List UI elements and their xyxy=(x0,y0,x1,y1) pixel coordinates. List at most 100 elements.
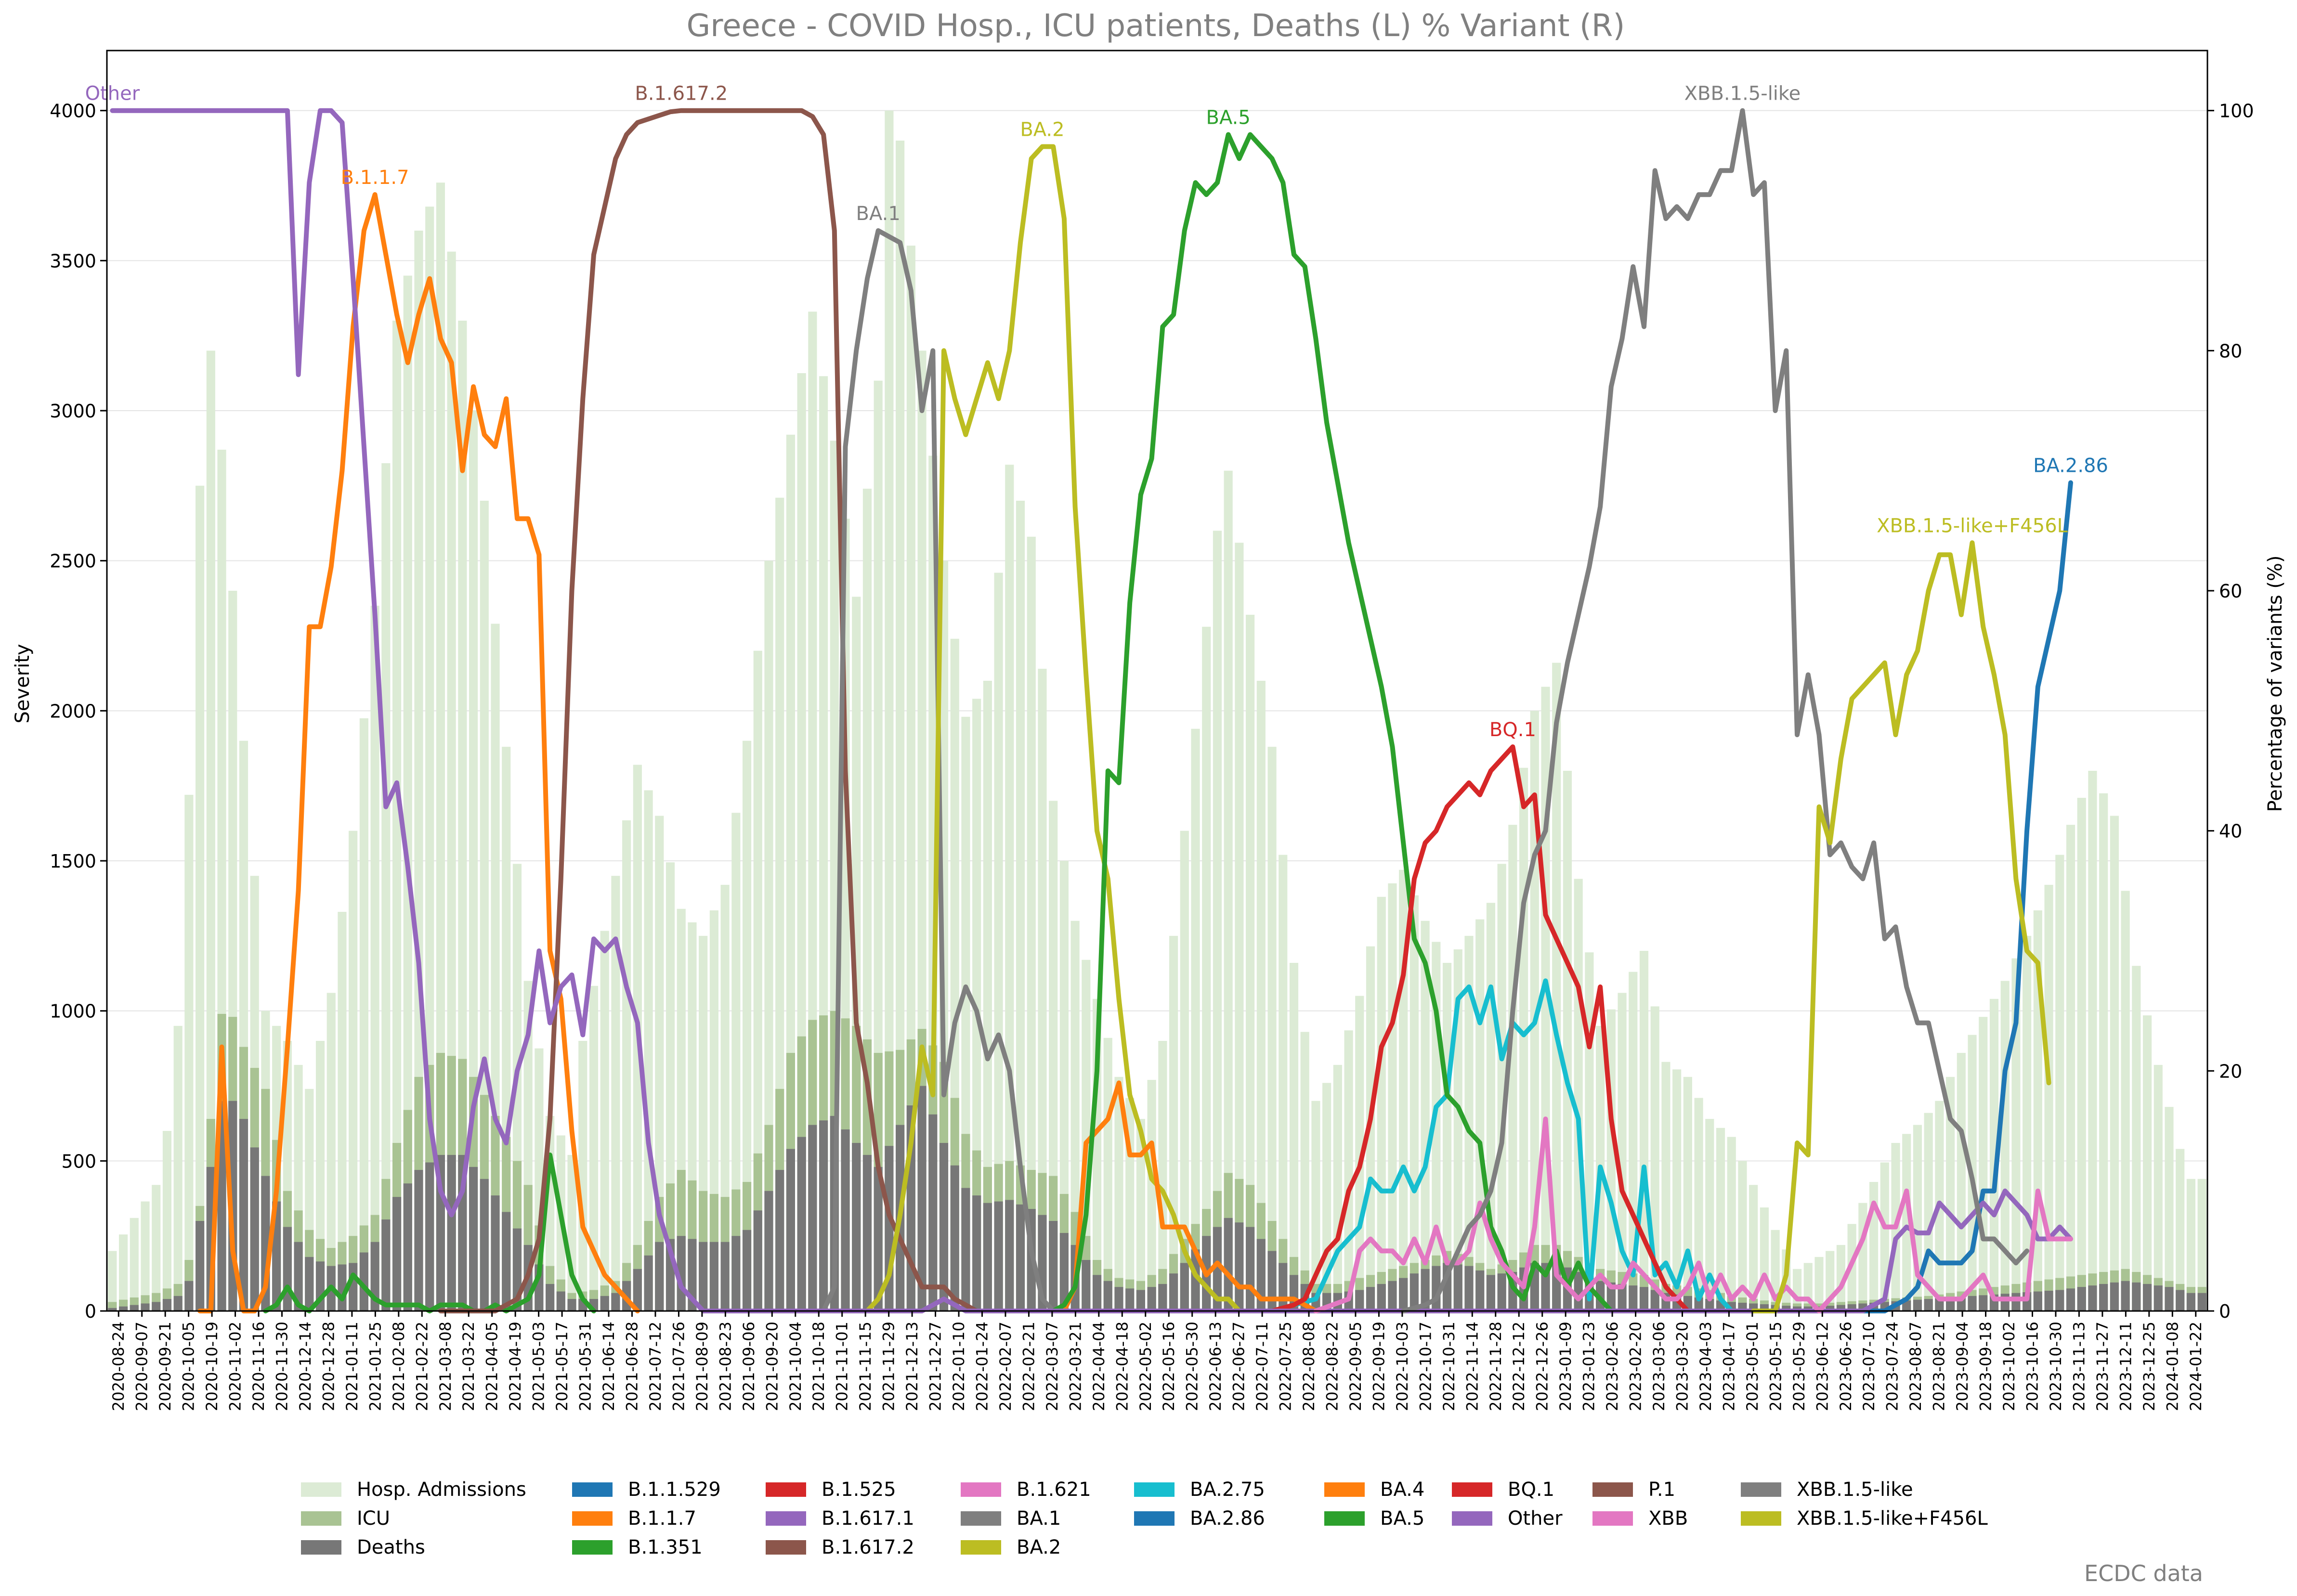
deaths-bar xyxy=(1705,1299,1714,1311)
deaths-bar xyxy=(108,1308,117,1311)
hosp-admissions-bar xyxy=(141,1201,150,1311)
hosp-admissions-bar xyxy=(1333,1064,1342,1311)
x-tick-label: 2023-10-30 xyxy=(2047,1322,2065,1411)
y-left-tick-label: 4000 xyxy=(50,101,96,122)
hosp-admissions-bar xyxy=(1147,1080,1156,1311)
x-tick-label: 2023-11-13 xyxy=(2070,1322,2088,1411)
deaths-bar xyxy=(819,1120,828,1311)
hosp-admissions-bar xyxy=(1453,949,1462,1311)
hosp-admissions-bar xyxy=(622,820,631,1311)
hosp-admissions-bar xyxy=(1760,1207,1769,1311)
hosp-admissions-bar xyxy=(2066,825,2075,1311)
hosp-admissions-bar xyxy=(1377,896,1386,1311)
x-tick-label: 2021-11-15 xyxy=(856,1322,874,1411)
hosp-admissions-bar xyxy=(1563,771,1572,1311)
deaths-bar xyxy=(239,1119,248,1311)
deaths-bar xyxy=(1826,1306,1835,1311)
x-tick-label: 2021-09-20 xyxy=(763,1322,781,1411)
deaths-bar xyxy=(392,1197,402,1311)
deaths-bar xyxy=(2000,1294,2010,1311)
legend-swatch-deaths xyxy=(301,1540,341,1555)
hosp-admissions-bar xyxy=(644,790,653,1311)
hosp-admissions-bar xyxy=(1519,767,1528,1311)
deaths-bar xyxy=(2099,1284,2108,1311)
x-tick-label: 2022-04-18 xyxy=(1113,1322,1131,1411)
legend-label-xbb-1-5-like: XBB.1.5-like xyxy=(1797,1479,1913,1501)
hosp-admissions-bar xyxy=(436,182,445,1311)
legend-swatch-icu xyxy=(301,1511,341,1526)
hosp-admissions-bar xyxy=(1016,501,1025,1311)
x-tick-label: 2023-06-12 xyxy=(1813,1322,1831,1411)
deaths-bar xyxy=(1103,1281,1112,1311)
deaths-bar xyxy=(130,1305,139,1311)
hosp-admissions-bar xyxy=(370,606,379,1311)
peak-label-ba-5: BA.5 xyxy=(1206,107,1251,129)
y-left-tick-label: 3000 xyxy=(50,401,96,422)
x-tick-label: 2021-01-25 xyxy=(366,1322,384,1411)
hosp-admissions-bar xyxy=(2000,981,2010,1311)
deaths-bar xyxy=(1235,1222,1244,1311)
legend-swatch-b-1-617-2 xyxy=(766,1540,806,1555)
deaths-bar xyxy=(1377,1284,1386,1311)
hosp-admissions-bar xyxy=(1158,1041,1167,1311)
deaths-bar xyxy=(469,1167,478,1311)
deaths-bar xyxy=(1924,1299,1933,1311)
x-tick-label: 2023-05-29 xyxy=(1790,1322,1808,1411)
deaths-bar xyxy=(720,1242,730,1311)
deaths-bar xyxy=(403,1183,412,1311)
hosp-admissions-bar xyxy=(1300,1032,1309,1311)
deaths-bar xyxy=(118,1306,128,1311)
x-tick-label: 2020-10-05 xyxy=(180,1322,198,1411)
x-tick-label: 2021-07-26 xyxy=(669,1322,688,1411)
deaths-bar xyxy=(173,1296,183,1311)
deaths-bar xyxy=(786,1149,796,1311)
legend-label-p-1: P.1 xyxy=(1648,1479,1675,1501)
legend-label-b-1-1-529: B.1.1.529 xyxy=(628,1479,721,1501)
hosp-admissions-bar xyxy=(425,207,434,1311)
deaths-bar xyxy=(1355,1290,1364,1311)
hosp-admissions-bar xyxy=(1202,626,1211,1311)
x-tick-label: 2023-06-26 xyxy=(1837,1322,1855,1411)
deaths-bar xyxy=(141,1303,150,1311)
x-tick-label: 2022-04-04 xyxy=(1090,1322,1108,1411)
deaths-bar xyxy=(2066,1288,2075,1311)
hosp-admissions-bar xyxy=(1114,1077,1123,1311)
legend-swatch-b-1-617-1 xyxy=(766,1511,806,1526)
x-tick-label: 2022-07-25 xyxy=(1277,1322,1295,1411)
deaths-bar xyxy=(742,1230,752,1311)
hosp-admissions-bar xyxy=(731,813,741,1311)
x-tick-label: 2022-06-27 xyxy=(1230,1322,1248,1411)
peak-label-b-1-617-2: B.1.617.2 xyxy=(635,83,728,105)
legend-label-b-1-351: B.1.351 xyxy=(628,1536,703,1558)
legend-label-other: Other xyxy=(1508,1507,1563,1530)
hosp-admissions-bar xyxy=(1508,825,1517,1311)
y-left-tick-label: 1500 xyxy=(50,851,96,872)
x-tick-label: 2020-08-24 xyxy=(109,1322,128,1411)
x-tick-label: 2020-10-19 xyxy=(203,1322,221,1411)
deaths-bar xyxy=(1147,1287,1156,1311)
deaths-bar xyxy=(808,1125,817,1311)
legend-label-b-1-621: B.1.621 xyxy=(1017,1479,1091,1501)
deaths-bar xyxy=(152,1302,161,1311)
deaths-bar xyxy=(2197,1293,2206,1311)
deaths-bar xyxy=(1267,1251,1277,1311)
x-tick-label: 2022-09-05 xyxy=(1346,1322,1365,1411)
deaths-bar xyxy=(2088,1285,2097,1311)
x-tick-label: 2022-05-16 xyxy=(1160,1322,1178,1411)
deaths-bar xyxy=(1169,1273,1178,1311)
deaths-bar xyxy=(2176,1290,2185,1311)
deaths-bar xyxy=(1410,1273,1419,1311)
x-tick-label: 2022-08-22 xyxy=(1323,1322,1342,1411)
deaths-bar xyxy=(162,1299,172,1311)
line-xbb-1-5-like-f456l xyxy=(1751,540,2051,1313)
deaths-bar xyxy=(2077,1287,2086,1311)
x-tick-label: 2022-03-21 xyxy=(1066,1322,1084,1411)
x-tick-label: 2020-12-28 xyxy=(319,1322,338,1411)
hosp-admissions-bar xyxy=(206,350,215,1311)
x-tick-label: 2022-11-14 xyxy=(1463,1322,1481,1411)
deaths-bar xyxy=(1782,1306,1791,1311)
peak-label-b-1-1-7: B.1.1.7 xyxy=(341,167,409,189)
legend-label-ba-2-75: BA.2.75 xyxy=(1190,1479,1265,1501)
hosp-admissions-bar xyxy=(152,1185,161,1311)
